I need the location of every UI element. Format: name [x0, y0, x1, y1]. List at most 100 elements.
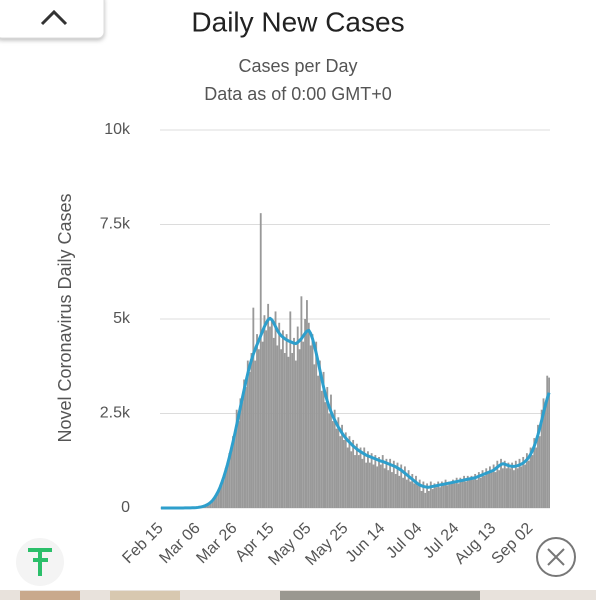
bar — [241, 402, 244, 508]
bar — [527, 460, 530, 508]
bar — [220, 480, 223, 508]
bar — [330, 394, 332, 508]
bar — [540, 409, 543, 508]
bar — [483, 475, 486, 508]
bar — [235, 409, 238, 508]
x-tick-label: Sep 02 — [489, 520, 537, 568]
bar — [315, 341, 318, 508]
bar — [411, 473, 414, 508]
bar — [245, 387, 247, 508]
bar — [538, 436, 541, 508]
bar — [496, 460, 499, 508]
bar — [396, 462, 399, 508]
bar — [283, 353, 286, 508]
bar — [361, 458, 364, 508]
bar — [439, 487, 441, 508]
bar — [440, 481, 443, 508]
chart-subtitle: Data as of 0:00 GMT+0 — [204, 84, 392, 104]
x-tick-label: Mar 06 — [156, 520, 203, 567]
bar — [344, 432, 347, 508]
bar — [407, 470, 410, 508]
bar — [450, 483, 453, 508]
bar — [322, 371, 325, 508]
bar — [370, 453, 373, 508]
bar — [444, 479, 447, 508]
bar — [464, 481, 467, 508]
bar — [263, 315, 266, 508]
bar — [276, 345, 279, 508]
bar — [452, 479, 454, 508]
bar — [287, 356, 290, 508]
bar — [468, 479, 471, 508]
bar — [503, 460, 506, 508]
bar — [209, 501, 212, 508]
bar — [477, 472, 480, 508]
bar — [243, 379, 246, 508]
bar — [420, 490, 423, 508]
bar — [354, 455, 356, 508]
bar — [531, 455, 534, 508]
bar — [544, 405, 547, 508]
bar — [335, 428, 338, 508]
bar — [525, 453, 528, 508]
collapse-tab[interactable] — [0, 0, 105, 39]
bar — [476, 479, 478, 508]
bar — [233, 436, 236, 508]
bar — [492, 464, 495, 508]
logo — [28, 548, 52, 576]
bar — [267, 303, 270, 508]
bar — [281, 330, 284, 508]
bar — [256, 334, 258, 508]
bar — [215, 495, 218, 508]
bar — [520, 466, 523, 508]
bar — [448, 481, 451, 508]
bar — [365, 462, 368, 508]
bar — [378, 456, 380, 508]
bar — [431, 489, 434, 508]
bar — [487, 473, 490, 508]
bar — [498, 470, 501, 508]
bar — [376, 466, 379, 508]
bar — [372, 464, 375, 508]
collapse-arrow — [40, 9, 68, 26]
bar — [529, 447, 532, 508]
bar — [442, 485, 445, 508]
bar — [348, 436, 351, 508]
bar — [511, 462, 514, 508]
bar — [318, 360, 321, 508]
bar — [489, 466, 491, 508]
bar — [230, 451, 233, 508]
bar — [294, 360, 297, 508]
bar — [278, 322, 281, 508]
bar — [490, 472, 493, 508]
bar — [472, 479, 475, 508]
bar — [298, 349, 301, 508]
bar — [470, 475, 473, 508]
bar — [324, 402, 327, 508]
bar — [507, 462, 510, 508]
bar — [481, 470, 484, 508]
bar — [211, 500, 214, 508]
bar — [259, 213, 262, 508]
bar — [383, 468, 386, 508]
bar — [248, 371, 251, 508]
bar — [501, 468, 504, 508]
bar — [429, 481, 432, 508]
y-tick-label: 7.5k — [100, 216, 131, 233]
bar — [304, 319, 307, 508]
bar — [296, 326, 299, 508]
bar — [274, 311, 277, 508]
bar — [270, 319, 273, 508]
bar — [363, 447, 366, 508]
bar — [357, 455, 360, 508]
bar — [409, 481, 412, 508]
bar — [387, 470, 390, 508]
close-icon — [547, 548, 565, 566]
bar — [461, 481, 464, 508]
y-tick-label: 5k — [113, 310, 131, 327]
bar — [385, 458, 388, 508]
bar — [328, 413, 331, 508]
bar — [228, 453, 231, 508]
bar — [355, 443, 358, 508]
bar — [542, 398, 545, 508]
